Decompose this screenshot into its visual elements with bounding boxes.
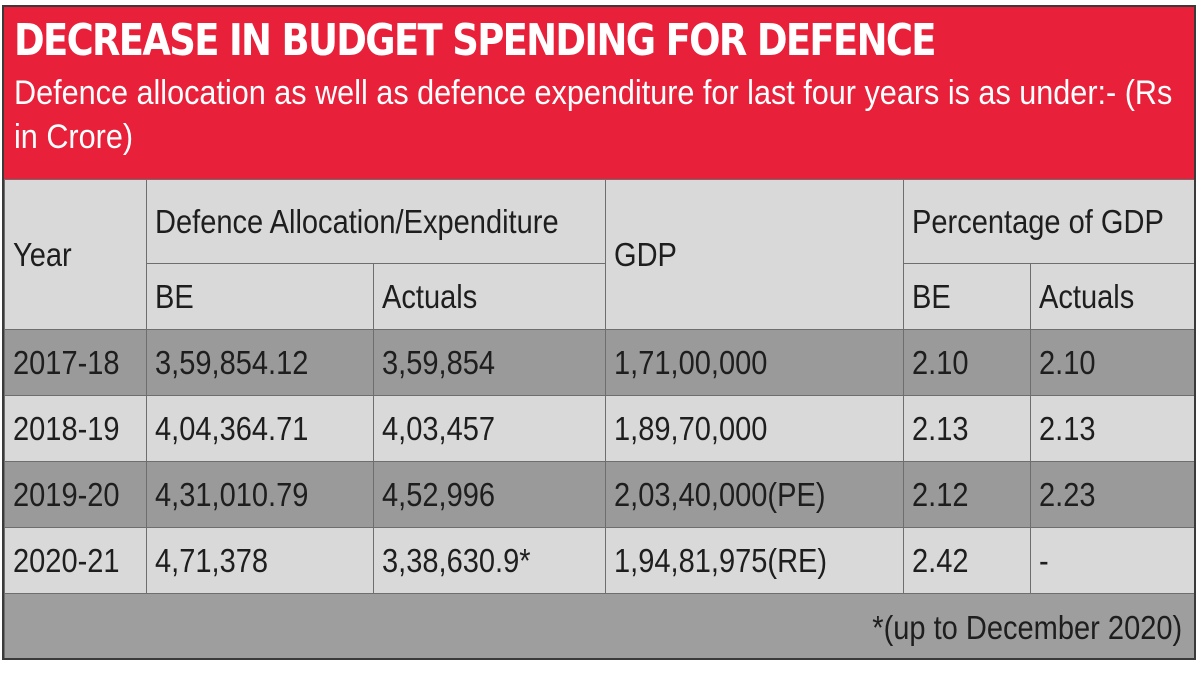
cell-pct-be: 2.12 [903, 461, 1032, 528]
cell-alloc-be: 4,71,378 [146, 527, 374, 594]
cell-gdp: 1,71,00,000 [605, 329, 905, 396]
cell-year: 2017-18 [4, 329, 147, 396]
cell-alloc-actuals: 3,59,854 [372, 329, 607, 396]
header-row-top: Year Defence Allocation/Expenditure GDP … [4, 179, 1194, 330]
chart-subtitle: Defence allocation as well as defence ex… [14, 74, 1173, 156]
cell-alloc-be: 4,04,364.71 [146, 395, 374, 462]
cell-gdp: 1,94,81,975(RE) [605, 527, 905, 594]
footnote: *(up to December 2020) [4, 593, 1194, 658]
chart-title: DECREASE IN BUDGET SPENDING FOR DEFENCE [14, 15, 937, 66]
title-banner: DECREASE IN BUDGET SPENDING FOR DEFENCE … [4, 7, 1194, 179]
cell-pct-be: 2.42 [903, 527, 1032, 594]
header-alloc-actuals: Actuals [372, 263, 607, 330]
cell-year: 2018-19 [4, 395, 147, 462]
cell-gdp: 1,89,70,000 [605, 395, 905, 462]
footnote-row: *(up to December 2020) [4, 593, 1194, 658]
cell-gdp: 2,03,40,000(PE) [605, 461, 905, 528]
cell-alloc-be: 4,31,010.79 [146, 461, 374, 528]
header-alloc-be: BE [146, 263, 374, 330]
cell-pct-be: 2.10 [903, 329, 1032, 396]
cell-pct-be: 2.13 [903, 395, 1032, 462]
table-row: 2017-18 3,59,854.12 3,59,854 1,71,00,000… [4, 329, 1194, 396]
cell-alloc-actuals: 3,38,630.9* [372, 527, 607, 594]
cell-alloc-actuals: 4,03,457 [372, 395, 607, 462]
header-percentage: Percentage of GDP [903, 179, 1194, 264]
table-row: 2020-21 4,71,378 3,38,630.9* 1,94,81,975… [4, 527, 1194, 594]
cell-alloc-be: 3,59,854.12 [146, 329, 374, 396]
cell-year: 2020-21 [4, 527, 147, 594]
header-row-sub: BE Actuals BE Actuals [5, 263, 1194, 330]
cell-pct-actuals: 2.23 [1030, 461, 1194, 528]
header-pct-be: BE [903, 263, 1032, 330]
header-year: Year [4, 179, 147, 330]
header-gdp: GDP [605, 179, 905, 330]
cell-alloc-actuals: 4,52,996 [372, 461, 607, 528]
header-pct-actuals: Actuals [1030, 263, 1194, 330]
cell-pct-actuals: 2.13 [1030, 395, 1194, 462]
cell-pct-actuals: - [1030, 527, 1194, 594]
table-row: 2018-19 4,04,364.71 4,03,457 1,89,70,000… [4, 395, 1194, 462]
header-allocation: Defence Allocation/Expenditure [145, 179, 607, 264]
cell-year: 2019-20 [4, 461, 147, 528]
infographic-frame: DECREASE IN BUDGET SPENDING FOR DEFENCE … [2, 5, 1196, 660]
table-row: 2019-20 4,31,010.79 4,52,996 2,03,40,000… [4, 461, 1194, 528]
cell-pct-actuals: 2.10 [1030, 329, 1194, 396]
defence-budget-table: Year Defence Allocation/Expenditure GDP … [4, 179, 1194, 658]
